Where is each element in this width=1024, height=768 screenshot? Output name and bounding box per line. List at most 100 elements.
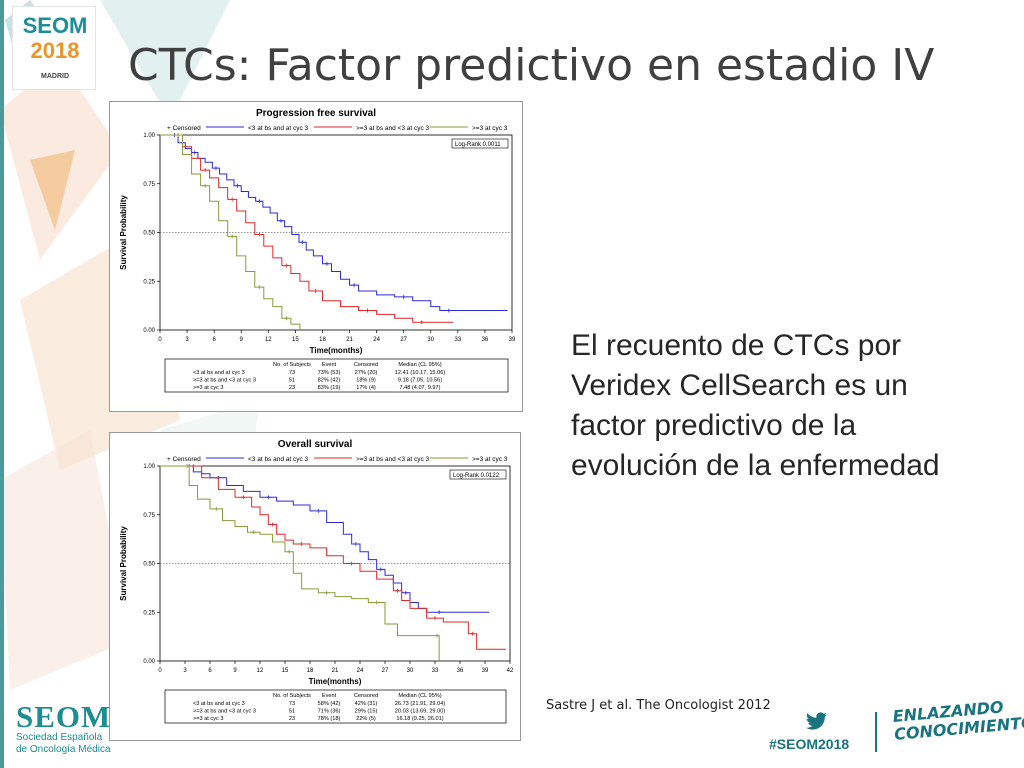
censor-mark [185,464,190,468]
y-tick-label: 0.50 [143,562,155,568]
censor-mark [378,567,383,572]
censor-mark [278,218,283,223]
table-cell: 9.18 (7.05, 10.56) [398,378,442,384]
x-tick-label: 24 [357,668,364,674]
censor-mark [313,289,318,293]
twitter-bird-icon [806,712,827,730]
citation: Sastre J et al. The Oncologist 2012 [546,698,771,713]
legend-censored: + Censored [167,125,201,132]
y-axis-label: Survival Probability [119,526,128,601]
legend-label: >=3 at cyc 3 [472,125,508,132]
x-tick-label: 36 [457,668,464,674]
table-cell: 51 [289,378,295,384]
censor-mark [213,166,218,171]
survival-curve [160,465,490,613]
censor-mark [176,133,181,137]
summary-table [164,358,509,393]
table-cell: <3 at bs and at cyc 3 [193,370,245,376]
x-tick-label: 15 [292,337,299,343]
censor-mark [435,633,440,638]
censor-mark [230,234,235,239]
survival-curve [160,134,508,311]
censor-mark [470,631,475,636]
x-tick-label: 0 [158,337,162,343]
x-tick-label: 39 [482,668,489,674]
table-cell: 23 [289,716,295,722]
table-cell: <3 at bs and at cyc 3 [193,701,245,707]
logrank-label: Log-Rank 0.0011 [455,142,501,148]
table-cell: 22% (5) [356,716,376,722]
censor-mark [191,464,196,468]
table-cell: 7.48 (4.07, 9.97) [399,385,440,391]
x-tick-label: 9 [240,337,244,343]
chart-title: Overall survival [278,439,353,450]
survival-curve [160,134,454,323]
censor-mark [300,240,305,245]
table-cell: 71% (36) [318,709,341,715]
table-cell: >=3 at cyc 3 [193,385,223,391]
survival-curve [160,134,301,330]
censor-mark [266,495,271,500]
seom-2018-logo: SEOM 2018 MADRID [12,6,96,90]
table-header: Median (CL 95%) [398,362,441,368]
os-chart-frame: Overall survival + Censored <3 at bs and a… [109,432,521,741]
table-header: Median (CL 95%) [398,693,441,699]
censor-mark [230,197,235,202]
x-tick-label: 33 [432,668,439,674]
x-tick-label: 18 [319,337,326,343]
censor-mark [324,590,329,595]
table-cell: >=3 at cyc 3 [193,716,223,722]
table-cell: 82% (42) [318,378,341,384]
x-tick-label: 24 [373,337,380,343]
table-cell: 83% (19) [318,385,341,391]
x-tick-label: 9 [233,668,237,674]
x-tick-label: 27 [400,337,407,343]
table-cell: 12.41 (10.17, 15.06) [395,370,446,376]
body-text: El recuento de CTCs por Veridex CellSear… [571,329,940,482]
table-cell: 18% (9) [356,378,376,384]
table-header: Event [322,362,337,368]
table-cell: 58% (42) [318,701,341,707]
footer-divider [875,712,877,752]
censor-mark [251,530,256,535]
chart-title: Progression free survival [256,108,376,119]
table-cell: 23 [289,385,295,391]
table-cell: 29% (15) [355,709,378,715]
x-axis-label: Time(months) [310,346,363,355]
censor-mark [192,150,197,155]
censor-mark [284,316,289,321]
censor-mark [299,542,304,546]
table-cell: 17% (4) [356,385,376,391]
x-axis-label: Time(months) [309,677,362,686]
censor-mark [437,610,442,615]
x-tick-label: 12 [257,668,264,674]
censor-mark [419,320,424,325]
censor-mark [235,183,240,188]
legend-label: >=3 at bs and <3 at cyc 3 [356,125,430,132]
censor-mark [324,261,329,266]
hashtag: #SEOM2018 [769,736,850,752]
table-cell: 27% (20) [355,370,378,376]
censor-mark [214,506,219,511]
x-tick-label: 6 [212,337,216,343]
censor-mark [241,495,246,500]
x-tick-label: 36 [482,337,489,343]
censor-mark [203,183,208,188]
censor-mark [353,542,358,546]
y-tick-label: 1.00 [143,133,155,139]
censor-mark [401,294,406,299]
table-cell: 73% (53) [318,370,341,376]
survival-curve [160,465,440,661]
slide-title: CTCs: Factor predictivo en estadio IV [128,40,935,91]
y-tick-label: 0.75 [143,182,155,188]
table-cell: 51 [289,709,295,715]
footer-seom-logo: SEOM Sociedad Española de Oncología Médi… [16,701,111,756]
x-tick-label: 39 [509,337,516,343]
y-tick-label: 0.00 [143,328,155,334]
table-header: No. of Subjects [273,693,311,699]
x-tick-label: 30 [427,337,434,343]
censor-mark [287,549,292,554]
y-axis-label: Survival Probability [119,195,128,270]
table-header: Censored [354,693,378,699]
y-tick-label: 0.25 [143,279,155,285]
